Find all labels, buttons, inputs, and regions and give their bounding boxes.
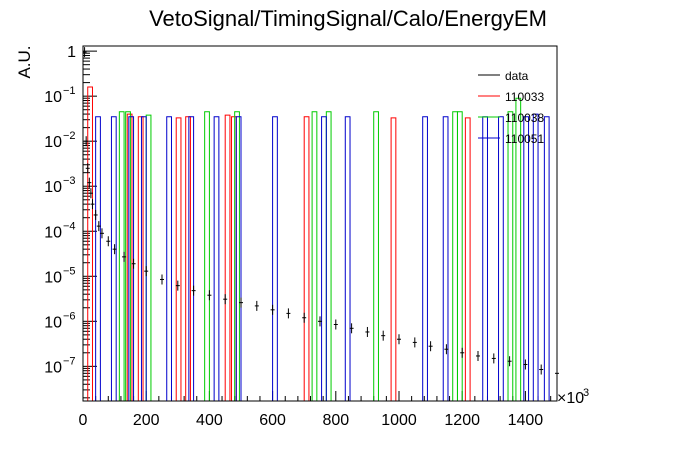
y-tick-exponent: −1: [63, 85, 76, 97]
x-multiplier-exponent: 3: [583, 387, 589, 399]
y-tick-label: 10: [44, 224, 62, 241]
histogram-bin-110051: [543, 116, 550, 401]
y-tick-exponent: −5: [63, 265, 76, 277]
y-tick-label: 10: [44, 269, 62, 286]
histogram-bin-110051: [235, 116, 242, 401]
histogram-bin-110033: [175, 117, 182, 401]
legend: data 110033 110038 110051: [478, 69, 544, 146]
histogram-bin-110051: [188, 116, 195, 401]
histogram-bin-110051: [482, 116, 488, 401]
x-tick-label: 400: [196, 412, 223, 429]
y-tick-label: 10: [44, 134, 62, 151]
histogram-bin-110051: [128, 116, 135, 401]
y-tick-exponent: −3: [63, 175, 76, 187]
x-tick-label: 0: [79, 412, 88, 429]
histogram-bin-110051: [498, 116, 504, 401]
histogram-bin-110051: [532, 113, 539, 401]
histogram-bin-110038: [456, 111, 463, 401]
legend-entry-data: data: [505, 69, 529, 83]
chart-title: VetoSignal/TimingSignal/Calo/EnergyEM: [149, 6, 547, 31]
histogram-bin-110038: [325, 111, 332, 401]
histogram-bin-110051: [272, 116, 278, 401]
legend-entry-110038: 110038: [505, 111, 544, 125]
histogram-bin-110033: [231, 116, 237, 401]
x-tick-label: 1400: [508, 412, 544, 429]
histogram-bin-110033: [126, 113, 133, 401]
x-tick-label: 600: [259, 412, 286, 429]
histogram-bin-110038: [515, 97, 522, 401]
histogram-bin-110038: [145, 114, 152, 401]
histogram-bin-110051: [321, 116, 327, 401]
histogram-bin-110051: [95, 116, 101, 401]
x-tick-label: 200: [133, 412, 160, 429]
histogram-bin-110033: [303, 116, 310, 401]
x-multiplier-label: ×10: [557, 390, 584, 407]
histogram-bin-110038: [204, 111, 210, 401]
histogram-bin-110033: [390, 117, 397, 401]
histogram-bin-110051: [422, 116, 428, 401]
legend-entry-110051: 110051: [505, 132, 544, 146]
histogram-bin-110038: [452, 111, 458, 401]
histogram-bin-110051: [213, 116, 220, 401]
y-tick-label: 10: [44, 359, 62, 376]
histogram-bin-110051: [140, 116, 147, 401]
histogram-bin-110033: [464, 117, 471, 401]
y-tick-label: 1: [67, 44, 76, 61]
x-tick-label: 800: [322, 412, 349, 429]
histogram-bin-110033: [137, 116, 144, 401]
x-tick-label: 1000: [381, 412, 417, 429]
histogram-bin-110038: [507, 111, 514, 401]
histogram-bin-110033: [185, 116, 191, 401]
histogram-bin-110051: [166, 116, 172, 401]
histogram-bin-110051: [523, 116, 530, 401]
y-tick-exponent: −6: [63, 310, 76, 322]
y-tick-exponent: −2: [63, 130, 76, 142]
x-tick-label: 1200: [444, 412, 480, 429]
y-tick-exponent: −7: [63, 355, 76, 367]
legend-entry-110033: 110033: [505, 90, 544, 104]
histogram-bin-110051: [442, 116, 449, 401]
y-tick-exponent: −4: [63, 220, 76, 232]
y-tick-label: 10: [44, 89, 62, 106]
histogram-bin-110038: [234, 111, 240, 401]
histogram-bin-110051: [110, 116, 117, 401]
histogram-bin-110038: [373, 111, 379, 401]
histogram-bin-110033: [224, 114, 231, 401]
histogram-bin-110033: [87, 86, 93, 401]
y-tick-label: 10: [44, 314, 62, 331]
plot-frame: [82, 45, 558, 402]
y-tick-label: 10: [44, 179, 62, 196]
histogram-bin-110038: [311, 111, 318, 401]
histogram-bin-110051: [344, 116, 351, 401]
histogram-bin-110038: [125, 111, 131, 401]
y-axis-label: A.U.: [15, 45, 34, 78]
